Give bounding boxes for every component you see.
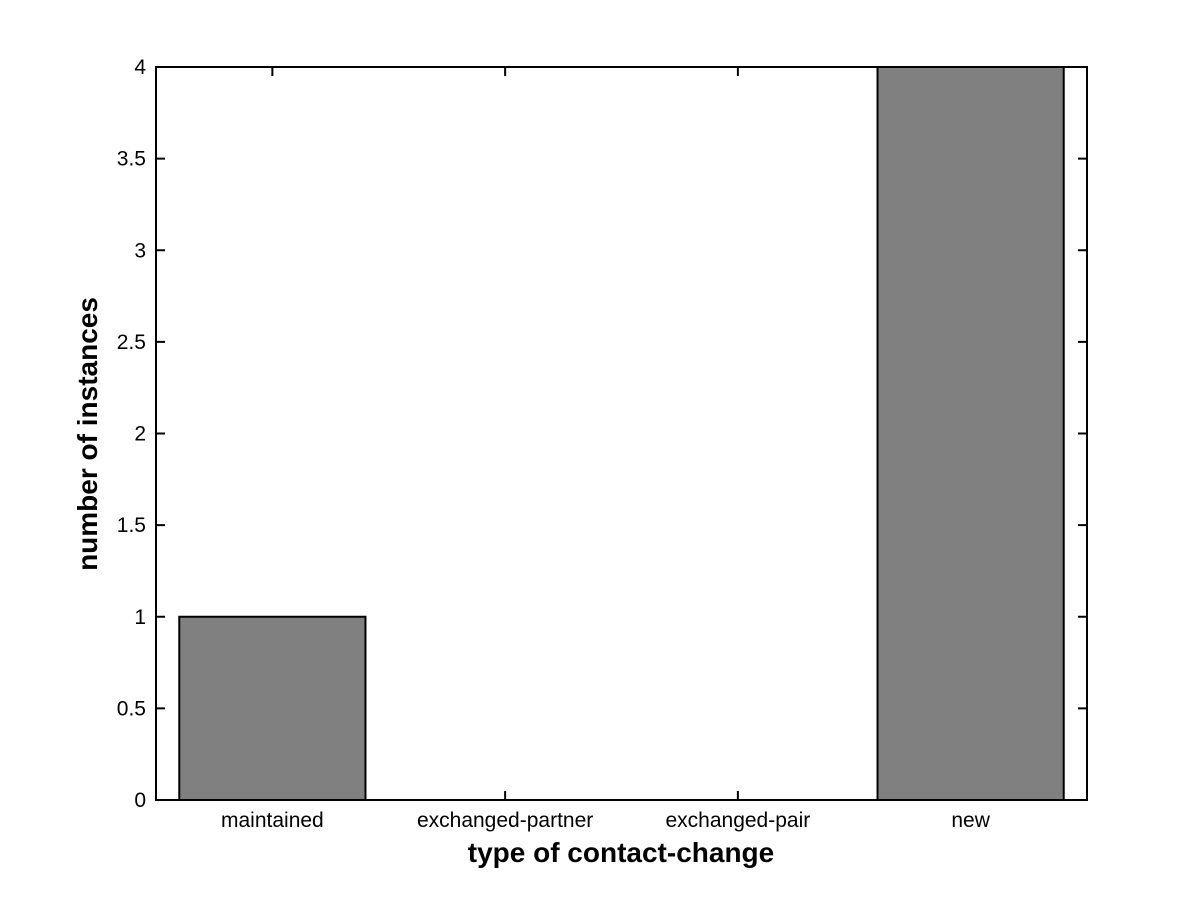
y-tick-label: 3	[134, 239, 146, 262]
x-tick-labels: maintained exchanged-partner exchanged-pai…	[221, 809, 991, 832]
y-tick-label: 2	[134, 423, 146, 446]
y-tick-label: 4	[134, 56, 146, 79]
x-tick-label-exchanged-pair: exchanged-pair	[665, 809, 810, 832]
y-tick-label: 3.5	[117, 148, 146, 171]
bar-maintained	[178, 615, 367, 801]
x-axis-label: type of contact-change	[468, 837, 774, 868]
plot-border	[155, 66, 1088, 801]
y-tick-label: 2.5	[117, 331, 146, 354]
x-tick-label-new: new	[951, 809, 990, 832]
y-tick-label: 1	[134, 606, 146, 629]
y-tick-label: 0	[134, 789, 146, 812]
x-tick-label-exchanged-partner: exchanged-partner	[417, 809, 593, 832]
x-tick-label-maintained: maintained	[221, 809, 324, 832]
y-axis-label: number of instances	[72, 297, 103, 571]
y-tick-label: 1.5	[117, 514, 146, 537]
y-tick-label: 0.5	[117, 697, 146, 720]
bars	[178, 66, 1065, 801]
y-tick-labels: 0 0.5 1 1.5 2 2.5 3 3.5 4	[117, 56, 147, 812]
bar-new	[876, 66, 1065, 801]
